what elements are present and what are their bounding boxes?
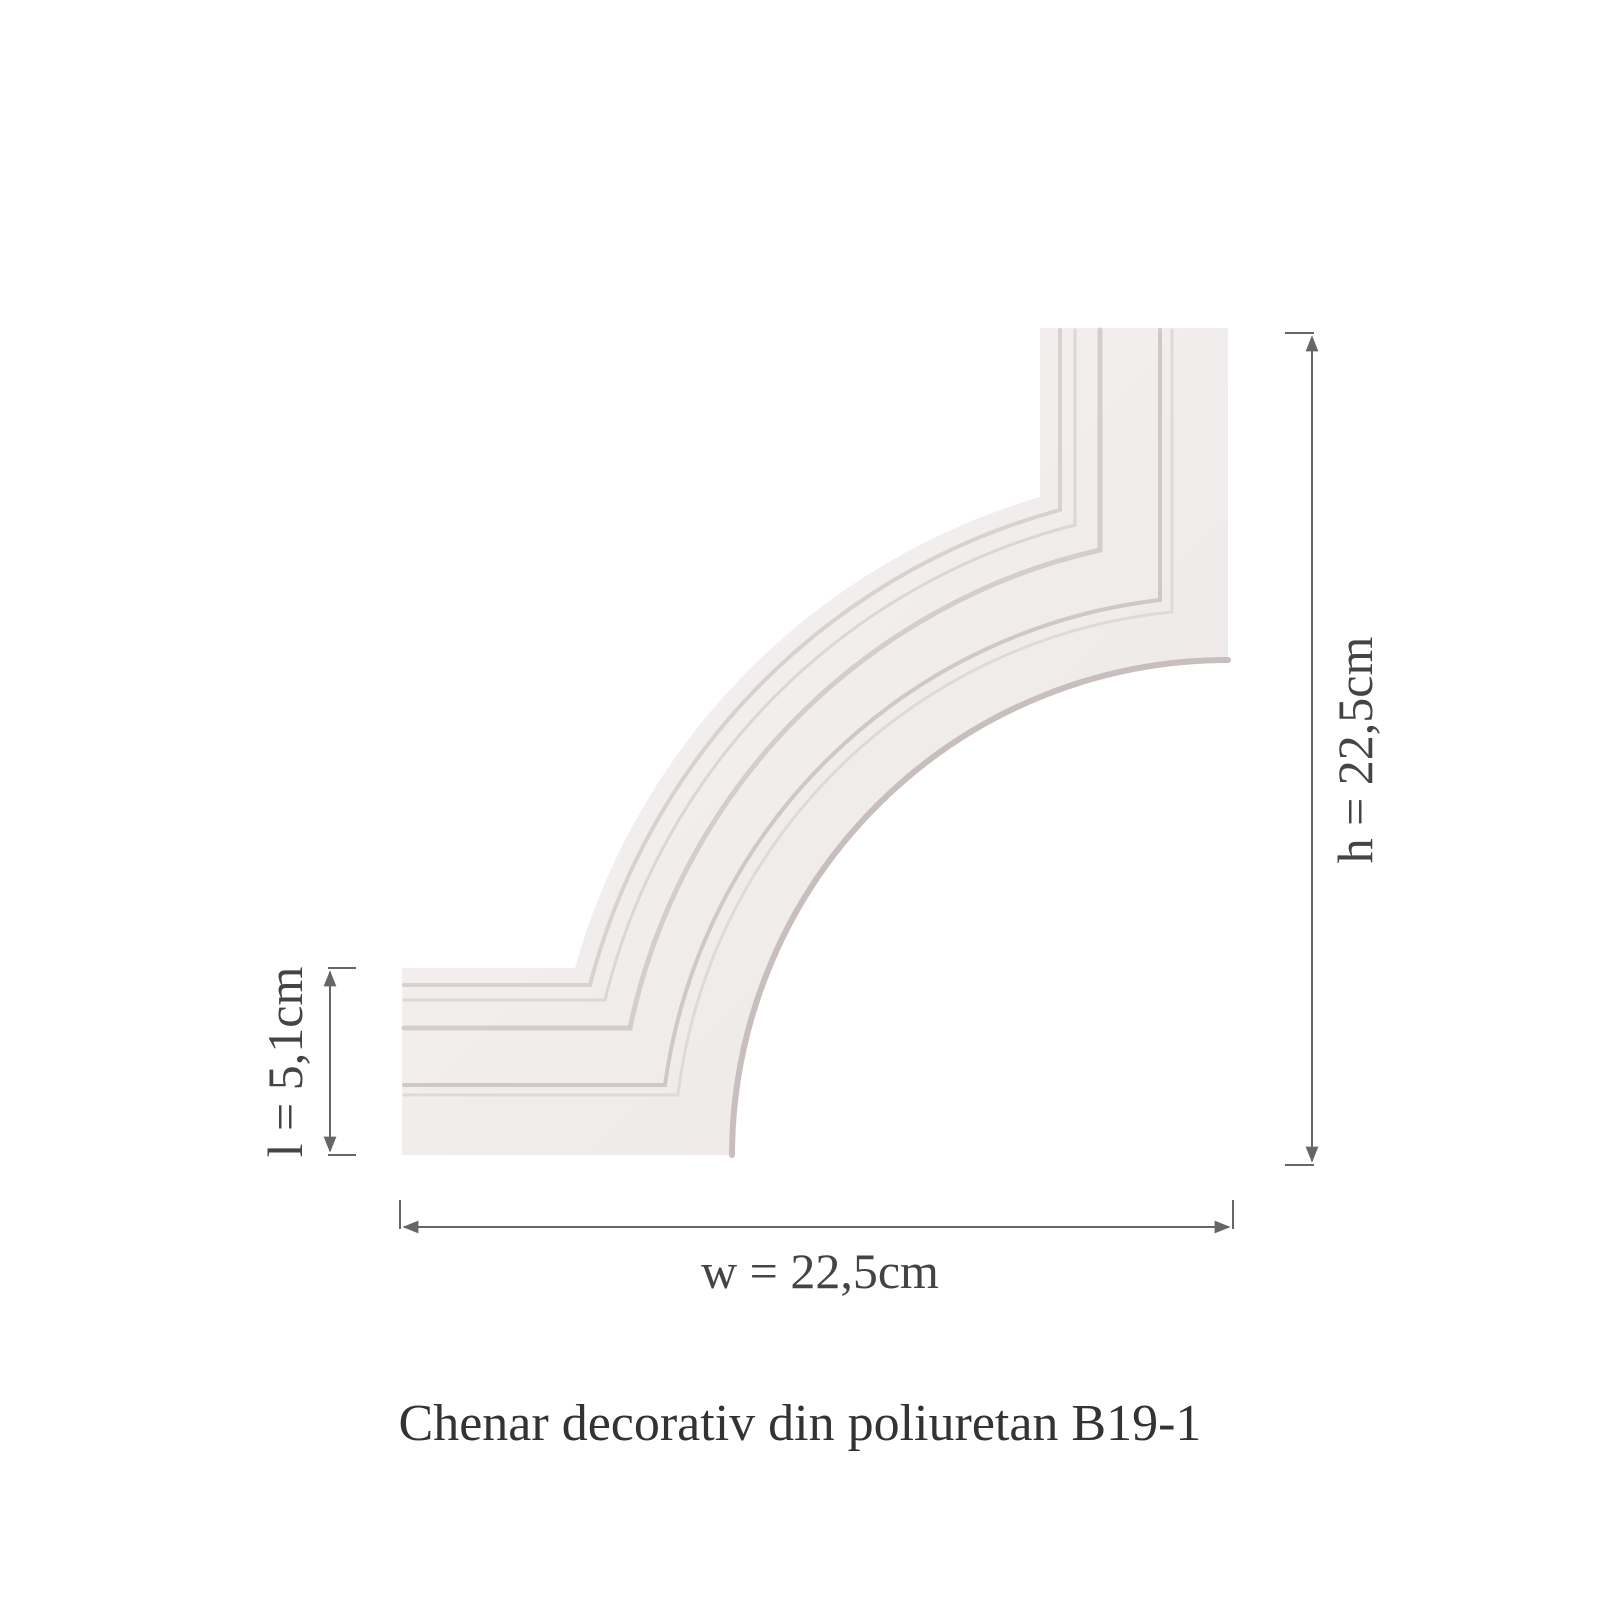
height-dimension	[1285, 332, 1319, 1166]
moulding-corner-piece	[401, 327, 1231, 1158]
dimension-lines	[323, 332, 1319, 1234]
length-dimension	[323, 967, 356, 1156]
height-label: h = 22,5cm	[1327, 636, 1383, 864]
width-label: w = 22,5cm	[701, 1243, 939, 1299]
width-dimension	[399, 1200, 1234, 1234]
length-label: l = 5,1cm	[257, 966, 313, 1158]
product-caption: Chenar decorativ din poliuretan B19-1	[398, 1395, 1202, 1452]
